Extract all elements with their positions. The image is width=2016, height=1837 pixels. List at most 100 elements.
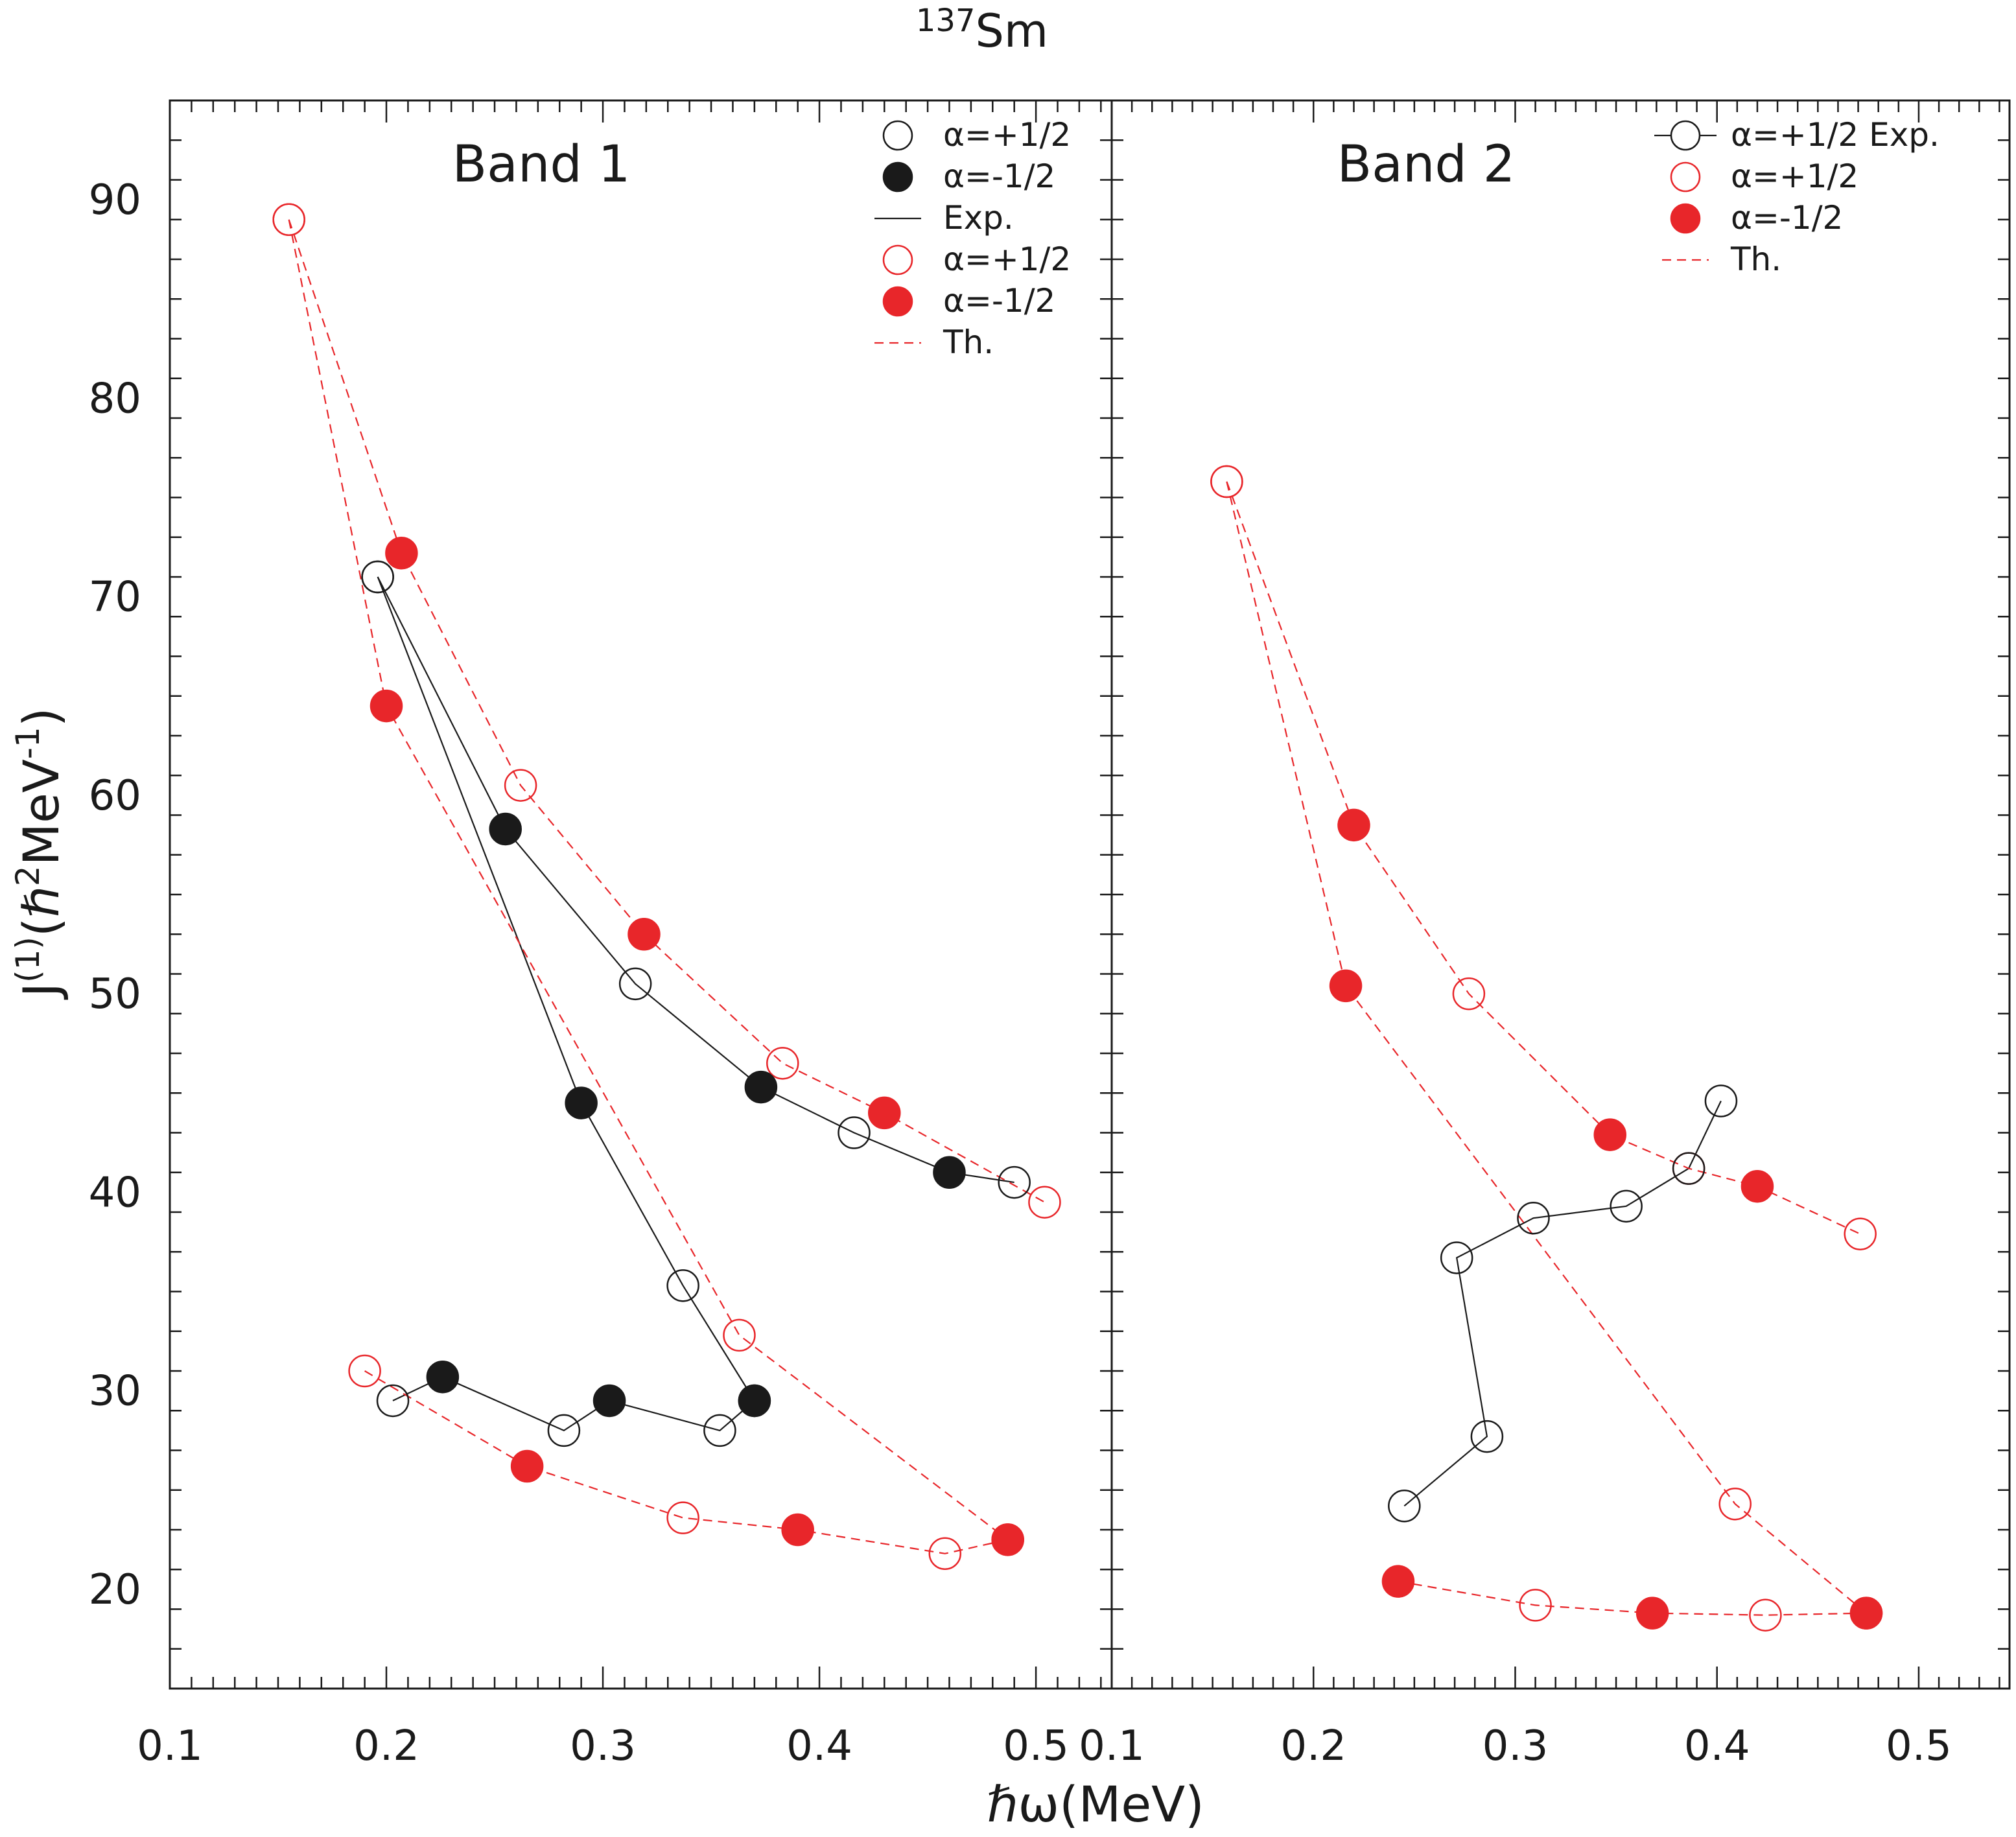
y-tick-label: 60	[89, 772, 141, 820]
theory-open-point	[348, 1354, 381, 1388]
x-tick-label: 0.1	[1079, 1722, 1145, 1770]
legend-label: Th.	[1730, 240, 1781, 278]
band-title: Band 2	[1337, 135, 1516, 194]
exp-open-point	[547, 1414, 581, 1447]
y-axis-title-order: (1)	[9, 937, 47, 983]
legend-label: α=+1/2	[1731, 158, 1858, 195]
exp-open-point	[1388, 1490, 1421, 1523]
x-tick-label: 0.2	[353, 1722, 419, 1770]
theory-open-point	[1749, 1598, 1782, 1632]
y-axis-title-power-neg1: -1	[9, 727, 47, 759]
theory-filled-point	[1329, 969, 1363, 1003]
y-axis-title-close: )	[12, 708, 70, 727]
exp-filled-point	[426, 1360, 460, 1394]
theory-open-point	[272, 203, 305, 236]
theory-open-point	[928, 1537, 962, 1570]
theory-filled-point	[781, 1513, 814, 1547]
exp-open-point	[376, 1384, 410, 1418]
theory-open-point	[1844, 1217, 1877, 1250]
x-tick-label: 0.2	[1280, 1722, 1346, 1770]
theory-open-point	[1718, 1487, 1752, 1521]
figure-title-element: Sm	[976, 5, 1049, 58]
exp-filled-point	[489, 812, 522, 846]
theory-filled-point	[1741, 1169, 1774, 1203]
exp-open-point	[1470, 1420, 1504, 1453]
y-tick-label: 40	[89, 1169, 141, 1217]
exp-filled-point	[565, 1086, 598, 1119]
y-tick-label: 80	[89, 375, 141, 423]
exp-series-line	[377, 576, 755, 1401]
theory-open-point	[1210, 465, 1243, 498]
y-axis-title-power2: 2	[9, 865, 47, 886]
legend-label: α=+1/2	[943, 240, 1071, 278]
legend-label: Exp.	[943, 199, 1014, 237]
exp-open-point	[703, 1414, 736, 1447]
y-axis-title-hbar: (ℏ	[12, 886, 70, 937]
x-tick-label: 0.1	[137, 1722, 203, 1770]
y-tick-label: 90	[89, 176, 141, 224]
panel-band-1: 20 30 40 50 60 70 80 90 0.1 0.2 0.3 0.4 0.5 Band 1 α=+…	[89, 99, 1113, 1770]
figure-title-isotope-mass: 137	[916, 3, 976, 39]
exp-open-point	[1672, 1152, 1705, 1185]
exp-filled-point	[744, 1070, 778, 1104]
legend-marker	[882, 161, 913, 193]
y-axis-title-mev: MeV	[12, 759, 70, 865]
exp-open-point	[666, 1269, 699, 1302]
theory-filled-point	[1337, 808, 1370, 842]
legend-label: α=-1/2	[943, 282, 1055, 320]
theory-series-line	[1226, 481, 1867, 1614]
theory-series-line	[364, 1370, 1008, 1554]
theory-open-point	[1028, 1186, 1061, 1219]
legend-label: α=+1/2 Exp.	[1731, 116, 1940, 154]
theory-filled-point	[627, 918, 661, 951]
x-tick-label: 0.5	[1003, 1722, 1069, 1770]
theory-filled-point	[1849, 1597, 1883, 1630]
legend-marker	[1670, 161, 1701, 193]
exp-filled-point	[738, 1384, 771, 1418]
legend-label: α=+1/2	[943, 116, 1071, 154]
band-title: Band 1	[452, 135, 631, 194]
exp-filled-point	[933, 1156, 966, 1189]
legend-marker	[1670, 120, 1701, 151]
y-axis-title-j: J	[12, 983, 70, 1000]
legend-marker	[882, 286, 913, 317]
theory-filled-point	[1381, 1565, 1415, 1598]
x-tick-label: 0.4	[786, 1722, 852, 1770]
theory-open-point	[504, 769, 537, 802]
y-tick-label: 50	[89, 970, 141, 1018]
legend-label: α=-1/2	[1731, 199, 1843, 237]
exp-open-point	[1610, 1189, 1643, 1223]
theory-filled-point	[1635, 1597, 1669, 1630]
theory-open-point	[723, 1318, 756, 1352]
theory-filled-point	[369, 689, 403, 723]
y-tick-label: 20	[89, 1566, 141, 1614]
theory-filled-point	[991, 1523, 1024, 1556]
x-tick-label: 0.3	[570, 1722, 636, 1770]
exp-open-point	[361, 560, 394, 594]
y-tick-label: 30	[89, 1368, 141, 1416]
exp-open-point	[618, 967, 652, 1001]
y-tick-label: 70	[89, 574, 141, 622]
legend-label: Th.	[943, 323, 994, 361]
theory-series-line	[288, 219, 1009, 1541]
theory-open-point	[1519, 1589, 1552, 1622]
exp-filled-point	[592, 1384, 626, 1418]
exp-open-point	[838, 1116, 871, 1149]
legend-marker	[882, 244, 913, 275]
theory-open-point	[766, 1047, 799, 1080]
x-tick-label: 0.3	[1483, 1722, 1549, 1770]
exp-open-point	[1517, 1201, 1550, 1235]
exp-open-point	[998, 1165, 1031, 1199]
figure-title: 137Sm	[916, 3, 1048, 58]
theory-filled-point	[1593, 1118, 1627, 1151]
legend-marker	[1670, 203, 1701, 234]
x-tick-label: 0.4	[1684, 1722, 1750, 1770]
theory-filled-point	[868, 1096, 901, 1130]
theory-filled-point	[385, 537, 418, 570]
x-axis-title: ℏω(MeV)	[987, 1775, 1204, 1833]
theory-open-point	[1452, 977, 1486, 1011]
theory-filled-point	[510, 1449, 544, 1483]
legend-marker	[882, 120, 913, 151]
theory-open-point	[666, 1501, 699, 1534]
